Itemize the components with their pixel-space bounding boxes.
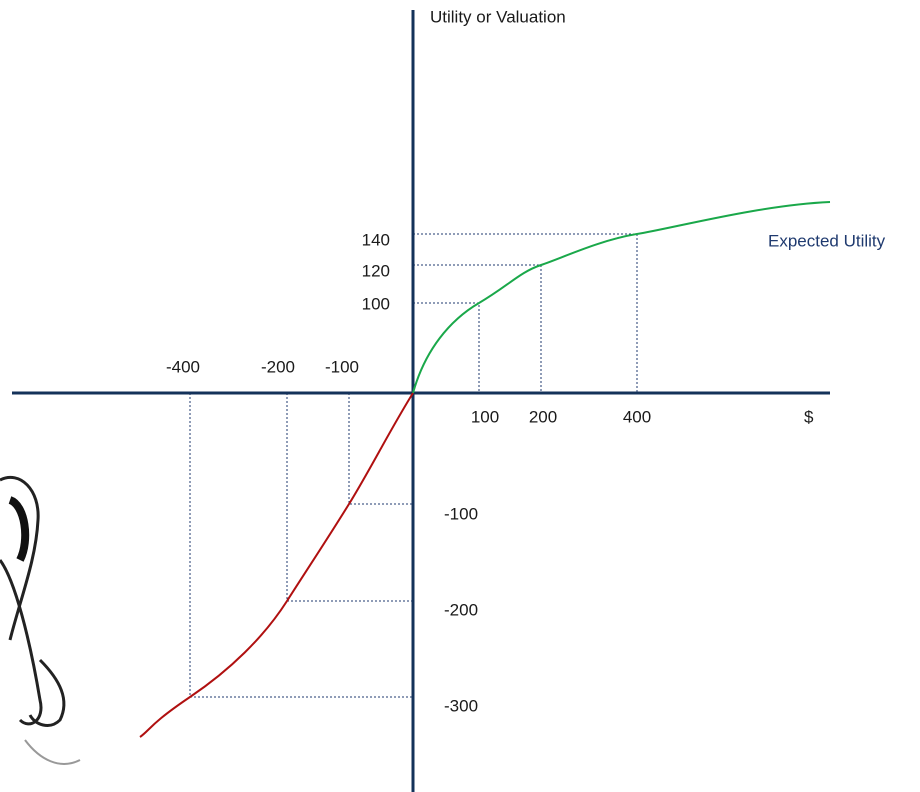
- curve-label: Expected Utility: [768, 231, 886, 250]
- y-tick-label: -300: [444, 696, 478, 715]
- y-tick-label: -200: [444, 600, 478, 619]
- value-function-diagram: Utility or Valuation Expected Utility $ …: [0, 0, 920, 792]
- x-unit: $: [804, 407, 814, 426]
- cartoon-figure: [0, 477, 80, 764]
- x-tick-label: 400: [623, 407, 651, 426]
- y-tick-label: 140: [362, 230, 390, 249]
- x-tick-label: -100: [325, 357, 359, 376]
- x-tick-label: -200: [261, 357, 295, 376]
- axis-title: Utility or Valuation: [430, 7, 566, 26]
- loss-curve: [140, 393, 413, 737]
- y-tick-label: 120: [362, 261, 390, 280]
- y-tick-label: -100: [444, 504, 478, 523]
- y-tick-label: 100: [362, 294, 390, 313]
- x-tick-label: 100: [471, 407, 499, 426]
- x-tick-label: 200: [529, 407, 557, 426]
- x-tick-label: -400: [166, 357, 200, 376]
